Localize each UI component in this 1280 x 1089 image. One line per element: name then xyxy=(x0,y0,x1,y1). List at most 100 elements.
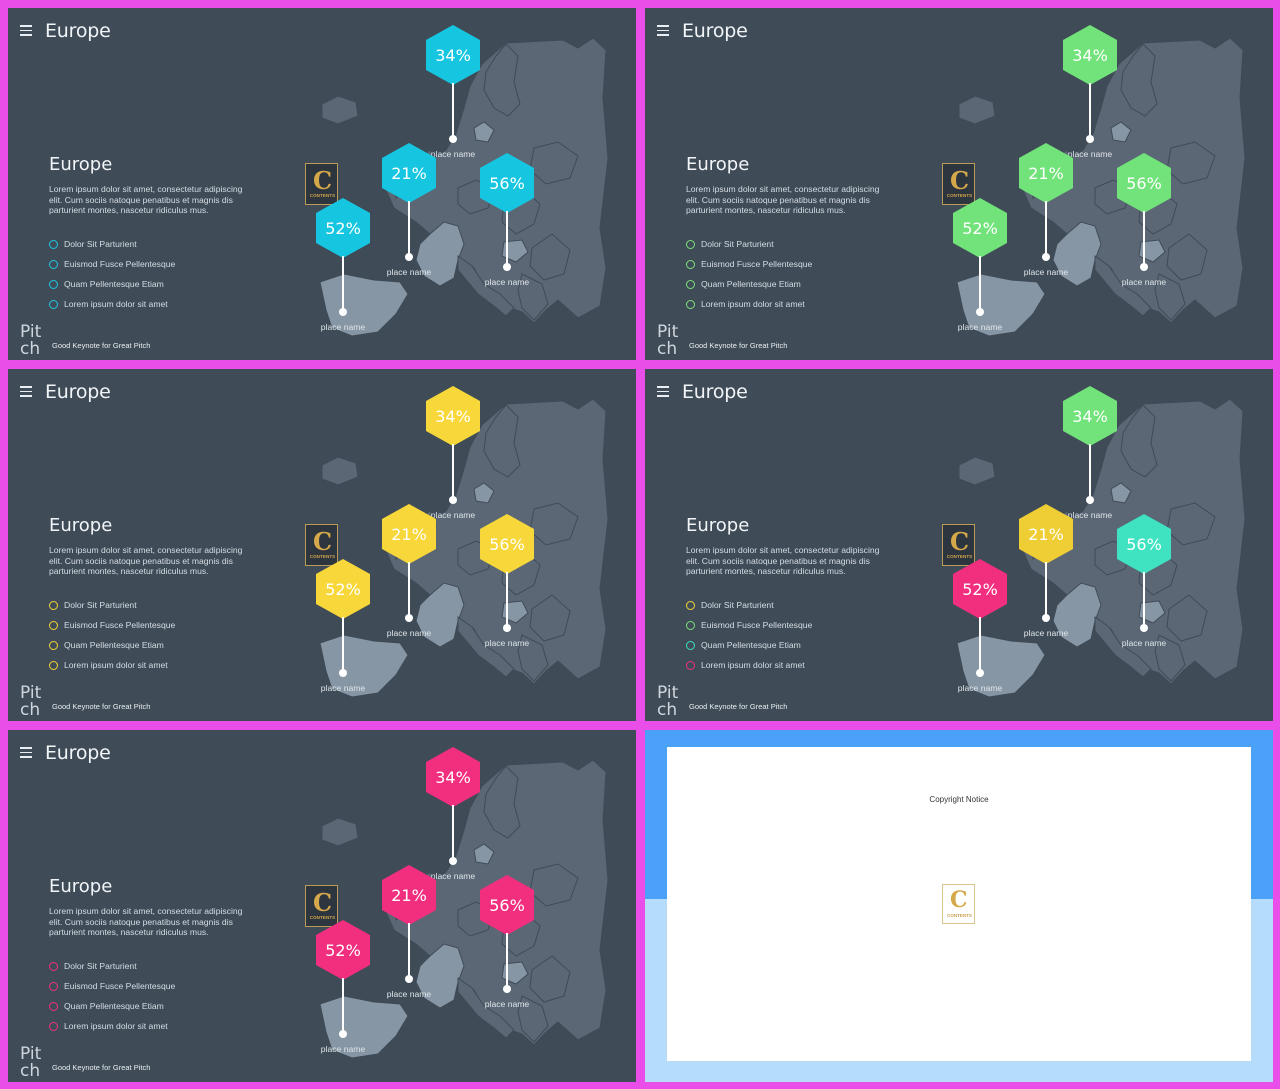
hamburger-icon[interactable] xyxy=(657,25,669,36)
place-name-label: place name xyxy=(957,683,1003,693)
content-title: Europe xyxy=(686,154,750,175)
bullet-circle-icon xyxy=(686,600,695,610)
map-marker[interactable]: 56% place name xyxy=(480,875,534,1009)
place-name-label: place name xyxy=(1067,510,1113,520)
list-item: Lorem ipsum dolor sit amet xyxy=(49,294,175,314)
map-marker[interactable]: 52% place name xyxy=(316,559,370,693)
description: Lorem ipsum dolor sit amet, consectetur … xyxy=(686,184,880,215)
list-item: Euismod Fusce Pellentesque xyxy=(49,254,175,274)
map-marker[interactable]: 52% place name xyxy=(316,198,370,332)
place-name-label: place name xyxy=(386,628,432,638)
brand-logo: C CONTENTS xyxy=(942,884,975,924)
marker-value: 52% xyxy=(316,559,370,619)
marker-stem xyxy=(408,201,410,257)
map-marker[interactable]: 56% place name xyxy=(1117,153,1171,287)
bullet-circle-icon xyxy=(49,279,58,289)
copyright-slide: Copyright Notice C CONTENTS xyxy=(645,730,1273,1082)
marker-stem xyxy=(1089,83,1091,139)
marker-value: 21% xyxy=(1019,504,1073,564)
map-marker[interactable]: 56% place name xyxy=(480,153,534,287)
hamburger-icon[interactable] xyxy=(657,386,669,397)
place-name-label: place name xyxy=(1023,628,1069,638)
bullet-circle-icon xyxy=(49,239,58,249)
map-marker[interactable]: 34% place name xyxy=(426,747,480,881)
marker-stem xyxy=(506,572,508,628)
footer-tagline: Good Keynote for Great Pitch xyxy=(689,702,788,711)
place-name-label: place name xyxy=(430,149,476,159)
logo-wordmark: CONTENTS xyxy=(947,913,972,918)
map-marker[interactable]: 21% place name xyxy=(1019,504,1073,638)
marker-value: 56% xyxy=(480,514,534,574)
map-marker[interactable]: 52% place name xyxy=(953,198,1007,332)
map-marker[interactable]: 21% place name xyxy=(382,504,436,638)
map-marker[interactable]: 21% place name xyxy=(382,865,436,999)
map-marker[interactable]: 21% place name xyxy=(1019,143,1073,277)
map-marker[interactable]: 34% place name xyxy=(426,386,480,520)
marker-dot-icon xyxy=(339,308,347,316)
bullet-list: Dolor Sit Parturient Euismod Fusce Pellen… xyxy=(686,234,812,314)
logo-letter: C xyxy=(950,527,970,556)
marker-stem xyxy=(1089,444,1091,500)
bullet-list: Dolor Sit Parturient Euismod Fusce Pellen… xyxy=(49,956,175,1036)
bullet-list: Dolor Sit Parturient Euismod Fusce Pellen… xyxy=(49,595,175,675)
logo-wordmark: CONTENTS xyxy=(309,915,336,920)
map-marker[interactable]: 56% place name xyxy=(1117,514,1171,648)
bullet-circle-icon xyxy=(686,279,695,289)
footer-tagline: Good Keynote for Great Pitch xyxy=(52,341,151,350)
map-marker[interactable]: 34% place name xyxy=(1063,25,1117,159)
list-item: Euismod Fusce Pellentesque xyxy=(49,615,175,635)
place-name-label: place name xyxy=(1067,149,1113,159)
bullet-circle-icon xyxy=(686,259,695,269)
hamburger-icon[interactable] xyxy=(20,747,32,758)
map-marker[interactable]: 52% place name xyxy=(316,920,370,1054)
map-marker[interactable]: 52% place name xyxy=(953,559,1007,693)
footer-tagline: Good Keynote for Great Pitch xyxy=(52,702,151,711)
marker-value: 34% xyxy=(426,386,480,446)
marker-dot-icon xyxy=(1140,624,1148,632)
bullet-circle-icon xyxy=(686,640,695,650)
map-marker[interactable]: 56% place name xyxy=(480,514,534,648)
list-item: Quam Pellentesque Etiam xyxy=(49,635,175,655)
list-item-label: Euismod Fusce Pellentesque xyxy=(64,259,176,269)
bullet-circle-icon xyxy=(49,259,58,269)
marker-stem xyxy=(1143,572,1145,628)
bullet-circle-icon xyxy=(686,660,695,670)
place-name-label: place name xyxy=(320,683,366,693)
marker-value: 52% xyxy=(316,920,370,980)
pitch-wordmark: Pitch xyxy=(20,322,42,359)
list-item-label: Quam Pellentesque Etiam xyxy=(701,640,801,650)
marker-value: 56% xyxy=(480,875,534,935)
bullet-circle-icon xyxy=(49,1001,58,1011)
map-marker[interactable]: 21% place name xyxy=(382,143,436,277)
list-item: Dolor Sit Parturient xyxy=(49,234,175,254)
list-item-label: Euismod Fusce Pellentesque xyxy=(701,259,813,269)
hamburger-icon[interactable] xyxy=(20,386,32,397)
marker-value: 52% xyxy=(953,198,1007,258)
marker-stem xyxy=(1143,211,1145,267)
europe-slide: Europe xyxy=(8,730,636,1082)
marker-value: 52% xyxy=(953,559,1007,619)
content-title: Europe xyxy=(49,515,113,536)
marker-dot-icon xyxy=(503,263,511,271)
list-item-label: Dolor Sit Parturient xyxy=(64,600,137,610)
place-name-label: place name xyxy=(386,267,432,277)
marker-dot-icon xyxy=(1086,135,1094,143)
list-item-label: Quam Pellentesque Etiam xyxy=(701,279,801,289)
bullet-circle-icon xyxy=(686,239,695,249)
map-marker[interactable]: 34% place name xyxy=(1063,386,1117,520)
bullet-circle-icon xyxy=(49,961,58,971)
place-name-label: place name xyxy=(484,638,530,648)
marker-value: 34% xyxy=(1063,386,1117,446)
hamburger-icon[interactable] xyxy=(20,25,32,36)
logo-letter: C xyxy=(313,527,333,556)
marker-stem xyxy=(506,211,508,267)
logo-wordmark: CONTENTS xyxy=(309,554,336,559)
bullet-circle-icon xyxy=(686,620,695,630)
place-name-label: place name xyxy=(957,322,1003,332)
list-item: Lorem ipsum dolor sit amet xyxy=(686,294,812,314)
marker-stem xyxy=(979,617,981,673)
map-marker[interactable]: 34% place name xyxy=(426,25,480,159)
marker-stem xyxy=(506,933,508,989)
list-item: Quam Pellentesque Etiam xyxy=(686,635,812,655)
marker-dot-icon xyxy=(339,1030,347,1038)
